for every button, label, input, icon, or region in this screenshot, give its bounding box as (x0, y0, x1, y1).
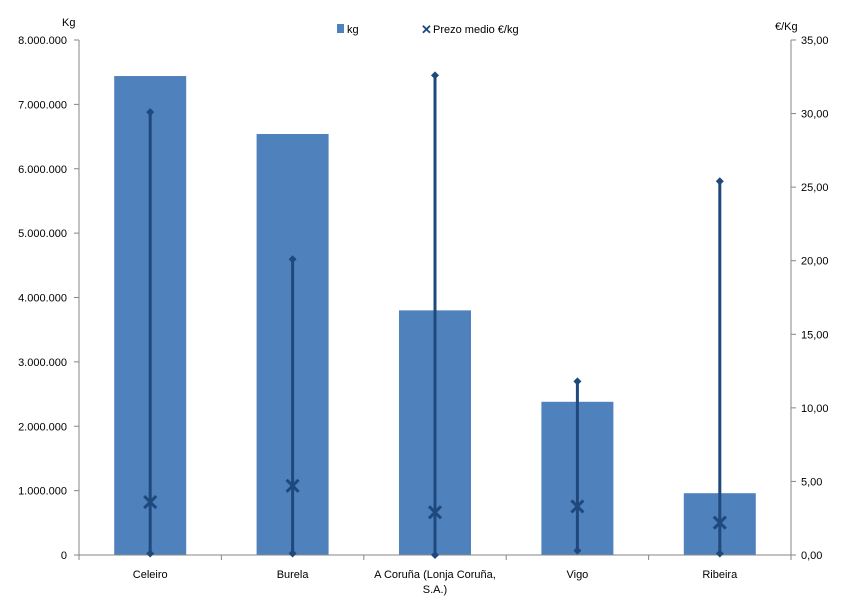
left-tick-label: 8.000.000 (18, 35, 67, 47)
x-tick-label: A Coruña (Lonja Coruña, (374, 569, 496, 581)
price-high-marker (146, 108, 155, 117)
price-low-marker (573, 546, 582, 555)
right-tick-label: 20,00 (801, 256, 829, 268)
left-tick-label: 7.000.000 (18, 99, 67, 111)
right-tick-label: 30,00 (801, 109, 829, 121)
left-tick-label: 5.000.000 (18, 228, 67, 240)
legend-price-label: Prezo medio €/kg (433, 24, 519, 36)
right-tick-label: 0,00 (801, 550, 822, 562)
legend-kg-label: kg (347, 24, 359, 36)
price-high-marker (715, 177, 724, 186)
left-tick-label: 1.000.000 (18, 486, 67, 498)
price-average-marker (712, 515, 727, 530)
x-tick-label: S.A.) (423, 584, 447, 596)
right-tick-label: 25,00 (801, 182, 829, 194)
x-tick-label: Celeiro (133, 569, 168, 581)
legend-kg-swatch (337, 24, 344, 33)
price-low-marker (715, 549, 724, 558)
legend: kg ✕ Prezo medio €/kg (337, 22, 519, 37)
left-axis-label: Kg (62, 17, 75, 29)
legend-price-marker: ✕ (421, 22, 432, 37)
price-average-marker (143, 494, 158, 510)
price-average-marker (570, 499, 585, 514)
left-tick-label: 2.000.000 (18, 421, 67, 433)
right-tick-label: 35,00 (801, 35, 829, 47)
price-low-marker (431, 551, 439, 559)
right-axis-label: €/Kg (775, 21, 798, 33)
price-low-marker (146, 549, 155, 558)
price-average-marker (285, 478, 300, 493)
right-tick-label: 5,00 (801, 476, 822, 488)
left-tick-label: 6.000.000 (18, 164, 67, 176)
right-tick-label: 15,00 (801, 329, 829, 341)
price-high-marker (573, 377, 582, 386)
x-tick-label: Burela (277, 569, 310, 581)
price-low-marker (288, 549, 297, 558)
right-tick-label: 10,00 (801, 403, 829, 415)
x-tick-label: Ribeira (702, 569, 738, 581)
price-average-marker (427, 505, 443, 520)
price-high-marker (288, 255, 297, 264)
left-tick-label: 0 (61, 550, 67, 562)
left-tick-label: 3.000.000 (18, 357, 67, 369)
price-high-marker (431, 71, 439, 80)
x-tick-label: Vigo (566, 569, 588, 581)
left-tick-label: 4.000.000 (18, 293, 67, 305)
